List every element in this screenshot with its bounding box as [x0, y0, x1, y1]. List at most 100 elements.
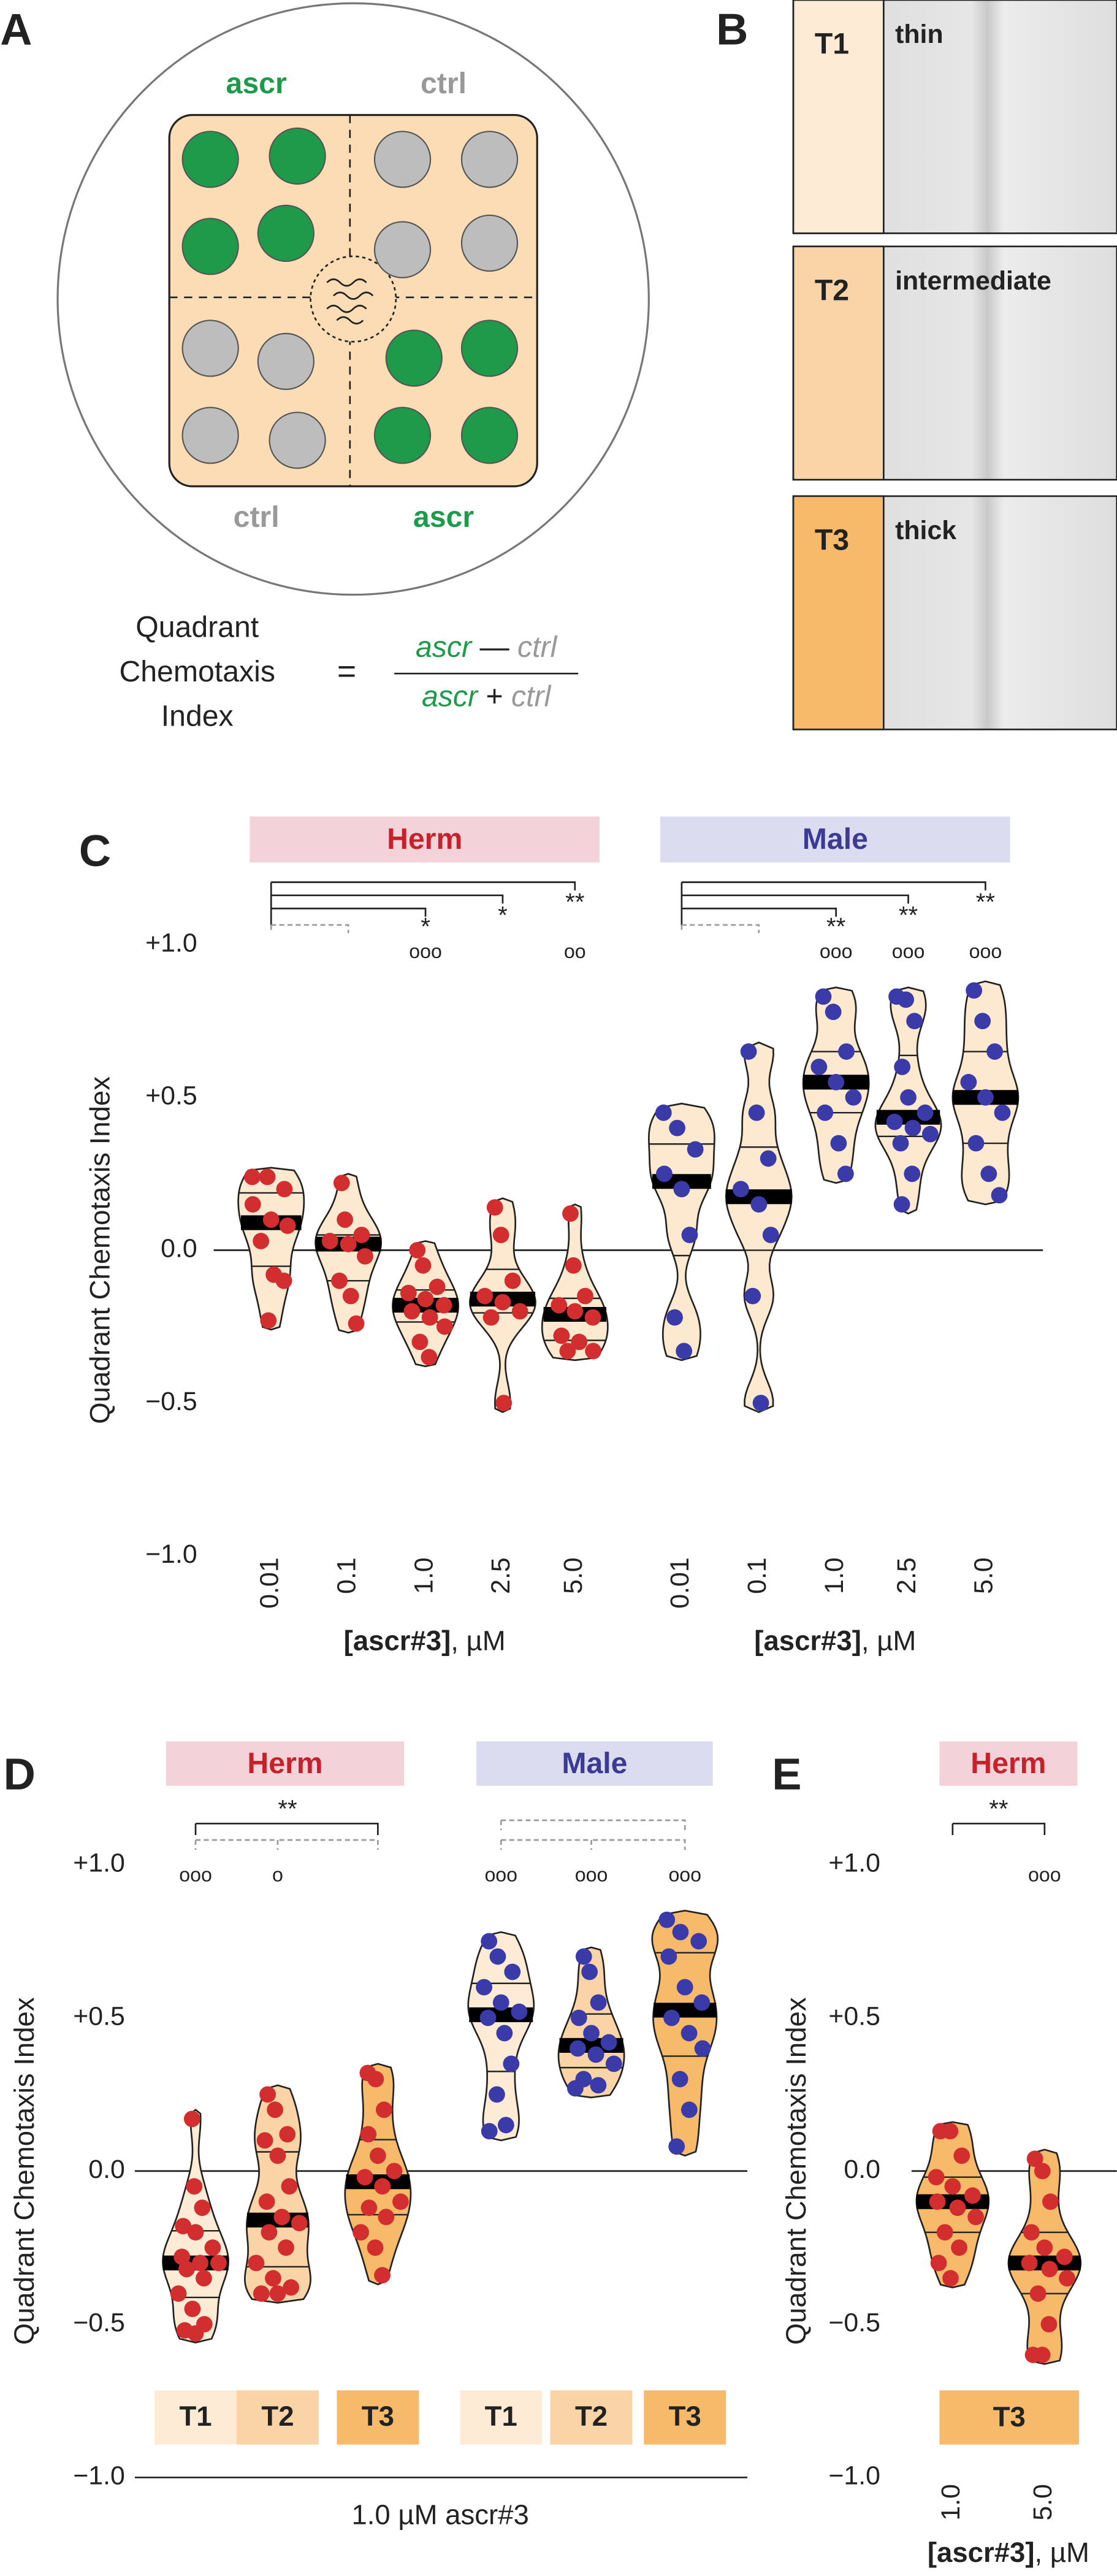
group-name: Herm — [970, 1747, 1046, 1780]
data-point — [977, 1089, 994, 1106]
data-point — [479, 2009, 497, 2026]
data-point — [569, 2040, 586, 2057]
data-point — [991, 1187, 1008, 1204]
data-point — [663, 2009, 680, 2026]
brackets — [194, 881, 1046, 1835]
operator: + — [486, 680, 503, 713]
data-point — [248, 2255, 265, 2271]
data-point — [340, 1236, 357, 1252]
x-tick-label: 0.1 — [742, 1557, 772, 1594]
panel-label: C — [79, 827, 111, 876]
x-tick-label: 0.1 — [332, 1557, 361, 1594]
numerator: ascr — ctrl — [416, 631, 558, 664]
tile-name: T1 — [815, 28, 849, 61]
significance-circles: ooo — [668, 1863, 701, 1885]
data-point — [476, 1287, 494, 1305]
data-point — [489, 2086, 505, 2103]
x-tick-label: 5.0 — [1028, 2484, 1058, 2521]
data-point — [587, 2046, 604, 2063]
data-point — [476, 1979, 492, 1996]
data-point — [421, 1349, 438, 1366]
group-name: Male — [562, 1747, 627, 1780]
data-point — [904, 1119, 921, 1137]
data-point — [944, 2178, 961, 2195]
data-point — [262, 1211, 280, 1228]
data-point — [559, 1343, 576, 1360]
x-axis-label: [ascr#3], µM — [344, 1625, 506, 1657]
data-point — [260, 1312, 277, 1329]
data-point — [353, 2224, 369, 2241]
significance-stars: * — [498, 901, 508, 929]
data-point — [949, 2199, 966, 2217]
data-point — [570, 2009, 587, 2026]
brackets-dashed — [194, 924, 760, 1850]
data-point — [936, 2224, 953, 2241]
data-point — [187, 2325, 204, 2342]
data-point — [275, 1272, 292, 1289]
data-point — [693, 1994, 711, 2011]
data-point — [680, 2025, 698, 2042]
formula-name: Quadrant — [135, 611, 259, 644]
y-tick-label: +0.5 — [828, 2001, 880, 2031]
data-point — [577, 1287, 593, 1305]
group-header — [166, 1741, 405, 1786]
data-point — [815, 988, 832, 1005]
x-tick-label: 1.0 — [409, 1557, 438, 1594]
data-point — [605, 2055, 622, 2072]
data-point — [732, 1181, 749, 1198]
term: ctrl — [511, 680, 552, 713]
data-point — [386, 2163, 403, 2180]
data-point — [504, 1963, 521, 1980]
data-point — [922, 1125, 939, 1143]
tile-desc: thick — [895, 516, 956, 545]
data-point — [810, 1059, 828, 1075]
data-point — [898, 991, 914, 1008]
significance-circles: o — [272, 1863, 283, 1885]
data-point — [681, 1227, 698, 1243]
x-axis-label: 1.0 µM ascr#3 — [351, 2499, 528, 2531]
significance-stars: ** — [899, 901, 918, 929]
significance-stars: * — [421, 913, 430, 940]
data-point — [748, 1104, 765, 1121]
term: ctrl — [517, 631, 558, 664]
data-point — [409, 1242, 426, 1259]
data-point — [1034, 2163, 1051, 2180]
data-point — [259, 2086, 276, 2103]
data-point — [750, 1196, 768, 1213]
x-axis-label: [ascr#3], µM — [754, 1625, 916, 1657]
data-point — [369, 2147, 386, 2164]
spots — [181, 127, 519, 469]
term: ascr — [416, 631, 473, 664]
data-point — [760, 1150, 777, 1167]
significance-circles: ooo — [484, 1863, 517, 1885]
chart-panel: C Quadrant Chemotaxis Index +1.0 +0.5 0.0 −0.… — [79, 816, 1043, 1657]
data-point — [942, 2270, 959, 2287]
data-point — [690, 1933, 707, 1950]
tile-name: T3 — [815, 524, 849, 557]
data-point — [986, 1043, 1003, 1060]
data-point — [196, 2270, 212, 2287]
data-point — [367, 2071, 384, 2088]
data-point — [830, 1135, 847, 1152]
data-point — [562, 1205, 579, 1222]
data-point — [492, 1227, 509, 1243]
y-tick-label: −0.5 — [145, 1387, 197, 1416]
group-header — [939, 1741, 1078, 1786]
data-point — [673, 1181, 690, 1198]
condition-box — [460, 2390, 543, 2445]
y-tick-label: +1.0 — [73, 1848, 125, 1877]
data-point — [1029, 2285, 1046, 2302]
data-point — [1042, 2193, 1059, 2210]
data-point — [378, 2209, 395, 2226]
term: ascr — [422, 680, 479, 713]
significance-circles: ooo — [1028, 1863, 1061, 1885]
data-point — [204, 2239, 221, 2256]
data-point — [374, 2267, 391, 2283]
x-tick-label: 2.5 — [486, 1557, 516, 1594]
data-point — [825, 1003, 842, 1021]
chart-panel: E Quadrant Chemotaxis Index +1.0 +0.5 0.0 −0.… — [772, 1741, 1117, 2568]
condition-box — [237, 2390, 319, 2445]
data-point — [566, 1303, 584, 1320]
data-point — [511, 2003, 528, 2020]
data-point — [194, 2199, 211, 2217]
